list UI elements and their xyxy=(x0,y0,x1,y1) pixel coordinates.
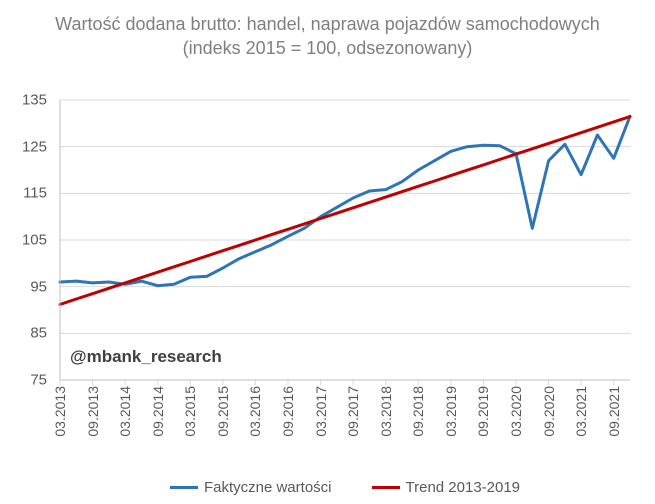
x-tick-label: 09.2017 xyxy=(345,386,361,437)
series-line xyxy=(60,117,630,305)
legend-swatch xyxy=(372,486,400,489)
x-tick-label: 09.2014 xyxy=(150,386,166,437)
x-tick-label: 03.2019 xyxy=(443,386,459,437)
y-tick-label: 135 xyxy=(2,92,47,109)
plot-svg xyxy=(60,100,630,380)
x-tick-label: 09.2018 xyxy=(410,386,426,437)
gridlines xyxy=(60,100,630,385)
y-tick-label: 105 xyxy=(2,232,47,249)
legend-label: Trend 2013-2019 xyxy=(406,479,521,496)
x-tick-label: 09.2020 xyxy=(541,386,557,437)
x-tick-label: 03.2016 xyxy=(247,386,263,437)
legend-item: Trend 2013-2019 xyxy=(372,479,521,496)
watermark: @mbank_research xyxy=(70,347,222,367)
x-tick-label: 03.2018 xyxy=(378,386,394,437)
chart-container: Wartość dodana brutto: handel, naprawa p… xyxy=(0,0,655,504)
y-tick-label: 125 xyxy=(2,138,47,155)
chart-title: Wartość dodana brutto: handel, naprawa p… xyxy=(0,0,655,65)
legend: Faktyczne wartości Trend 2013-2019 xyxy=(60,479,630,496)
series-group xyxy=(60,116,630,304)
x-tick-label: 03.2014 xyxy=(117,386,133,437)
y-tick-label: 115 xyxy=(2,185,47,202)
legend-item: Faktyczne wartości xyxy=(170,479,332,496)
x-tick-label: 03.2020 xyxy=(508,386,524,437)
x-tick-label: 09.2016 xyxy=(280,386,296,437)
legend-swatch xyxy=(170,486,198,489)
x-tick-label: 03.2015 xyxy=(182,386,198,437)
x-tick-label: 09.2019 xyxy=(475,386,491,437)
series-line xyxy=(60,116,630,285)
plot-area: @mbank_research xyxy=(60,100,630,380)
y-tick-label: 95 xyxy=(2,278,47,295)
x-tick-label: 09.2021 xyxy=(606,386,622,437)
y-tick-label: 75 xyxy=(2,372,47,389)
x-tick-label: 03.2013 xyxy=(52,386,68,437)
x-axis: 03.201309.201303.201409.201403.201509.20… xyxy=(60,384,630,464)
x-tick-label: 09.2015 xyxy=(215,386,231,437)
x-tick-label: 09.2013 xyxy=(85,386,101,437)
x-tick-label: 03.2017 xyxy=(313,386,329,437)
x-tick-label: 03.2021 xyxy=(573,386,589,437)
y-tick-label: 85 xyxy=(2,325,47,342)
y-axis: 758595105115125135 xyxy=(0,100,55,380)
legend-label: Faktyczne wartości xyxy=(204,479,332,496)
